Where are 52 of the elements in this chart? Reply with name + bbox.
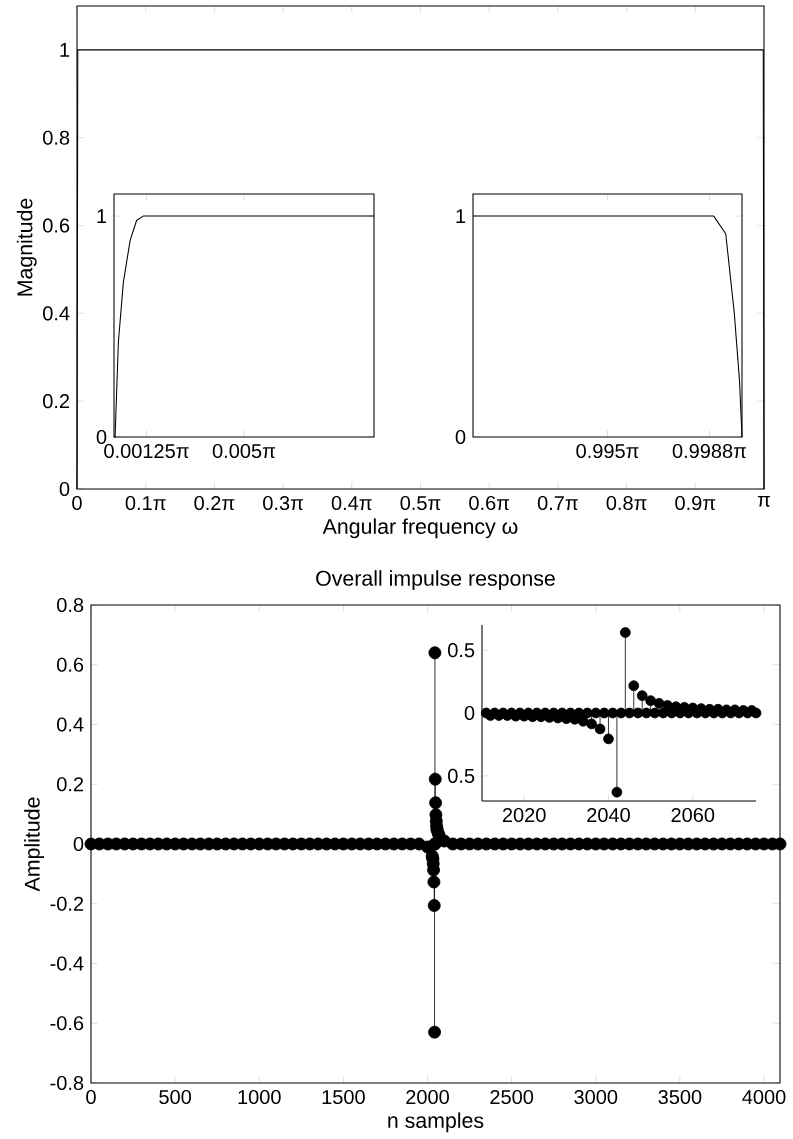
x-tick-label: 0.3π [263,495,304,511]
y-axis-title: Magnitude [16,198,37,296]
y-tick-label: 0.5 [448,768,475,783]
x-tick-label: 0.005π [212,443,276,459]
x-tick-label: 1000 [238,1089,281,1105]
x-tick-label: 0 [86,1089,96,1105]
y-tick-label: 1 [456,209,466,223]
y-tick-label: 0.8 [57,597,84,613]
x-tick-label: 0.1π [125,495,166,511]
y-tick-label: 0 [464,705,475,721]
x-tick-label: 1500 [322,1089,365,1105]
x-tick-label: 0.00125π [104,443,189,459]
y-tick-label: 1 [60,43,70,57]
x-tick-label: 0.6π [469,495,510,511]
x-tick-label: 2000 [406,1089,449,1105]
y-tick-label: 1 [97,209,107,223]
x-tick-label: 0.9π [675,495,716,511]
x-tick-label: 500 [159,1089,192,1105]
x-tick-label: 3000 [574,1089,618,1105]
y-tick-label: 0.6 [57,657,84,672]
x-tick-label: 4000 [742,1089,786,1105]
x-tick-label: 2500 [490,1089,534,1105]
x-tick-label: 0.2π [194,495,235,511]
x-tick-label: 2060 [671,807,715,823]
x-tick-label: 0.995π [576,443,639,459]
x-tick-label: π [757,495,771,507]
x-tick-label: 0.5π [400,495,441,511]
y-tick-label: 0.2 [57,777,84,792]
x-axis-title: n samples [388,1112,484,1133]
y-tick-label: -0.4 [50,956,84,971]
y-tick-label: 0.6 [43,218,70,233]
x-tick-label: 2040 [587,807,630,823]
chart-title: Overall impulse response [316,570,555,591]
x-axis-title: Angular frequency ω [322,518,518,539]
y-axis-title: Amplitude [24,797,45,892]
x-tick-label: 0.9988π [672,443,747,459]
x-tick-label: 0.8π [606,495,647,511]
y-tick-label: -0.8 [50,1075,84,1091]
y-tick-label: -0.2 [50,896,84,911]
x-tick-label: 0.7π [537,495,578,511]
x-tick-label: 0.4π [331,495,372,511]
y-tick-label: -0.6 [50,1016,84,1031]
y-tick-label: 0.4 [43,306,70,321]
y-tick-label: 0 [73,836,84,852]
x-tick-label: 2020 [502,807,546,823]
y-tick-label: 0.2 [43,394,70,409]
y-tick-label: 0.8 [43,130,70,145]
y-tick-label: 0.5 [448,643,475,658]
x-tick-label: 3500 [658,1089,702,1105]
y-tick-label: 0 [455,429,466,445]
y-tick-label: 0 [59,481,70,497]
y-tick-label: 0.4 [57,717,84,732]
